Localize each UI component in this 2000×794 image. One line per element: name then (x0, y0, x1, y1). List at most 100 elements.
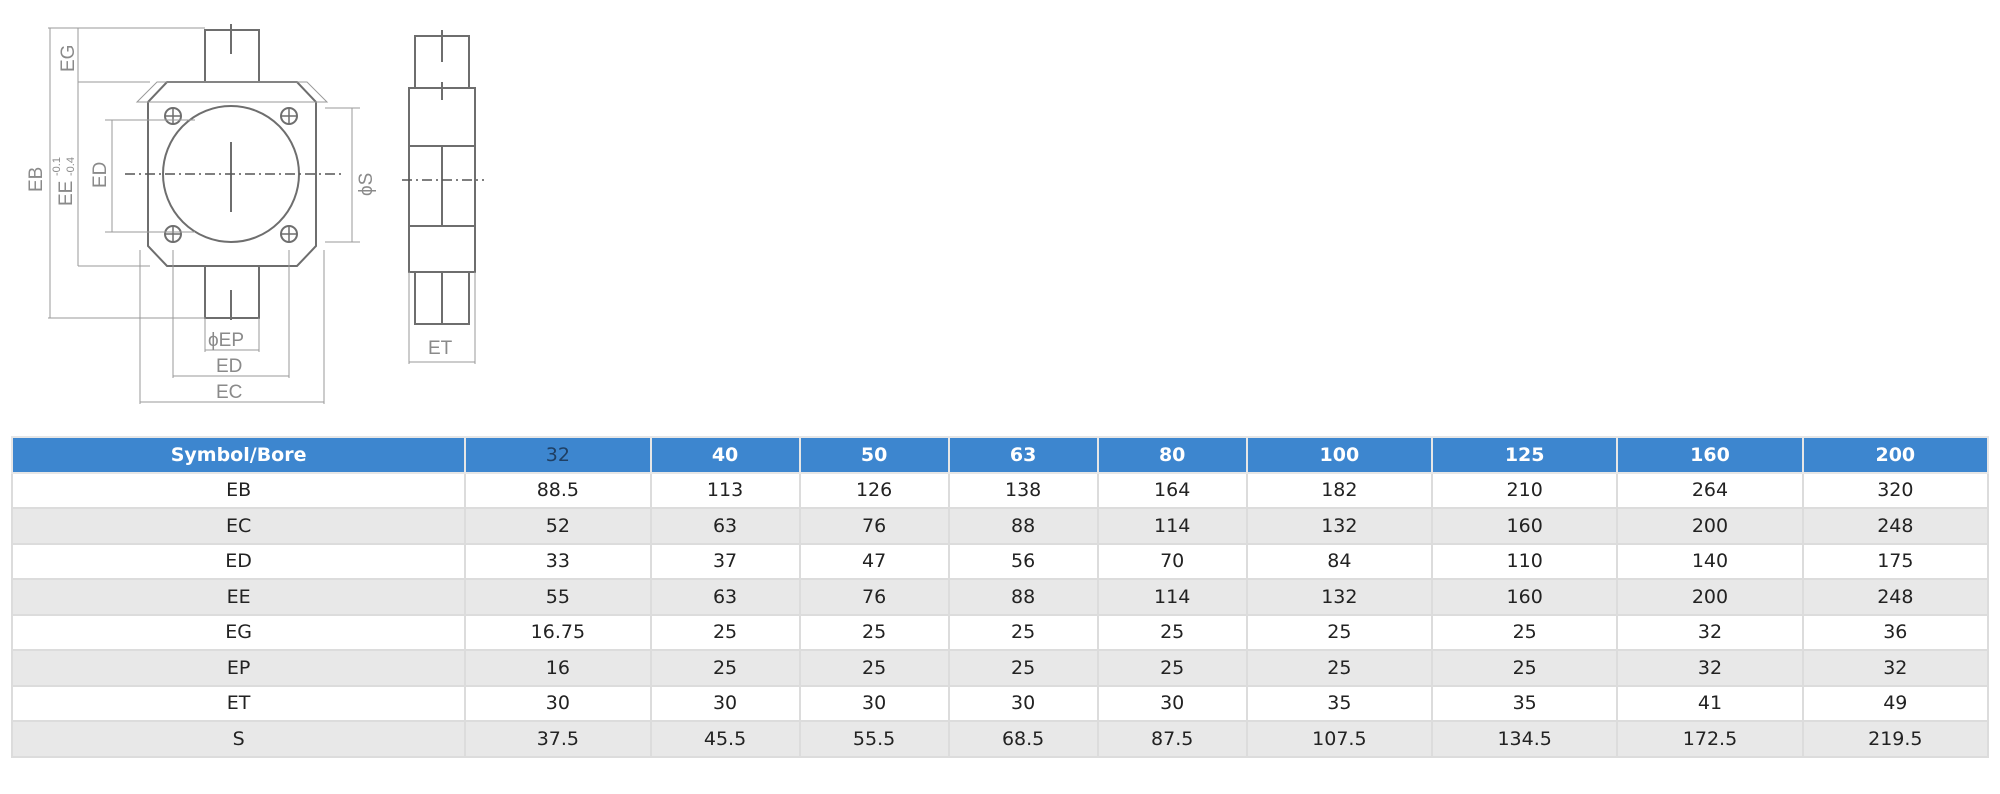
table-cell: 63 (649, 578, 801, 616)
header-bore: 32 (464, 436, 652, 474)
table-cell: 248 (1801, 507, 1990, 545)
table-cell: 164 (1096, 471, 1248, 509)
table-cell: 87.5 (1096, 720, 1248, 758)
table-cell: 49 (1801, 684, 1990, 722)
table-cell: 107.5 (1245, 720, 1434, 758)
label-ee: EE (56, 181, 77, 206)
table-cell: 52 (464, 507, 652, 545)
table-cell: 55.5 (798, 720, 950, 758)
header-bore: 50 (798, 436, 950, 474)
table-cell: 30 (464, 684, 652, 722)
table-row: ET 30 30 30 30 30 35 35 41 49 (10, 684, 1990, 722)
table-cell: 88 (947, 507, 1099, 545)
table-cell: 113 (649, 471, 801, 509)
table-cell: 114 (1096, 507, 1248, 545)
row-symbol: EP (10, 649, 467, 687)
table-cell: 132 (1245, 578, 1434, 616)
table-cell: 30 (649, 684, 801, 722)
table-row: EB 88.5 113 126 138 164 182 210 264 320 (10, 471, 1990, 509)
label-ee-tol-lower: -0.4 (65, 157, 77, 176)
table-cell: 32 (1616, 613, 1804, 651)
table-cell: 16 (464, 649, 652, 687)
table-cell: 25 (1245, 613, 1434, 651)
table-cell: 30 (1096, 684, 1248, 722)
table-cell: 200 (1616, 507, 1804, 545)
row-symbol: EC (10, 507, 467, 545)
table-cell: 248 (1801, 578, 1990, 616)
label-et: ET (428, 338, 453, 359)
table-row: EC 52 63 76 88 114 132 160 200 248 (10, 507, 1990, 545)
label-s: ϕS (356, 173, 377, 196)
table-cell: 35 (1245, 684, 1434, 722)
front-view-labels: EG EB EE -0.1 -0.4 ED ϕS ϕEP ED EC (26, 45, 377, 403)
table-cell: 25 (1096, 613, 1248, 651)
table-cell: 88.5 (464, 471, 652, 509)
label-ee-tol-upper: -0.1 (51, 157, 63, 176)
table-cell: 160 (1431, 507, 1619, 545)
header-bore: 125 (1431, 436, 1619, 474)
table-cell: 138 (947, 471, 1099, 509)
table-cell: 30 (947, 684, 1099, 722)
table-cell: 88 (947, 578, 1099, 616)
row-symbol: EE (10, 578, 467, 616)
table-cell: 210 (1431, 471, 1619, 509)
table-row: S 37.5 45.5 55.5 68.5 87.5 107.5 134.5 1… (10, 720, 1990, 758)
label-ep: ϕEP (208, 330, 244, 351)
row-symbol: ED (10, 542, 467, 580)
table-cell: 200 (1616, 578, 1804, 616)
table-header-row: Symbol/Bore 32 40 50 63 80 100 125 160 2… (10, 436, 1990, 474)
table-row: EG 16.75 25 25 25 25 25 25 32 36 (10, 613, 1990, 651)
table-cell: 25 (1431, 613, 1619, 651)
row-symbol: EB (10, 471, 467, 509)
table-cell: 33 (464, 542, 652, 580)
table-cell: 76 (798, 507, 950, 545)
label-ec: EC (216, 382, 242, 403)
row-symbol: EG (10, 613, 467, 651)
dimension-drawing: EG EB EE -0.1 -0.4 ED ϕS ϕEP ED EC ET (26, 24, 484, 404)
row-symbol: S (10, 720, 467, 758)
header-symbol-bore: Symbol/Bore (10, 436, 467, 474)
table-cell: 25 (947, 613, 1099, 651)
table-row: ED 33 37 47 56 70 84 110 140 175 (10, 542, 1990, 580)
table-cell: 264 (1616, 471, 1804, 509)
label-ed-vertical: ED (90, 162, 111, 188)
table-cell: 25 (947, 649, 1099, 687)
table-cell: 47 (798, 542, 950, 580)
table-cell: 320 (1801, 471, 1990, 509)
dimension-table: Symbol/Bore 32 40 50 63 80 100 125 160 2… (10, 436, 1990, 758)
table-cell: 110 (1431, 542, 1619, 580)
table-cell: 36 (1801, 613, 1990, 651)
table-cell: 182 (1245, 471, 1434, 509)
label-ed-horizontal: ED (216, 356, 242, 377)
table-cell: 134.5 (1431, 720, 1619, 758)
table-cell: 126 (798, 471, 950, 509)
table-cell: 172.5 (1616, 720, 1804, 758)
table-cell: 70 (1096, 542, 1248, 580)
table-row: EP 16 25 25 25 25 25 25 32 32 (10, 649, 1990, 687)
table-cell: 114 (1096, 578, 1248, 616)
table-cell: 56 (947, 542, 1099, 580)
table-cell: 25 (798, 649, 950, 687)
table-cell: 63 (649, 507, 801, 545)
header-bore: 160 (1616, 436, 1804, 474)
table-cell: 140 (1616, 542, 1804, 580)
table-cell: 25 (649, 649, 801, 687)
header-bore: 63 (947, 436, 1099, 474)
table-cell: 32 (1801, 649, 1990, 687)
table-cell: 55 (464, 578, 652, 616)
table-cell: 25 (798, 613, 950, 651)
table-cell: 68.5 (947, 720, 1099, 758)
table-cell: 35 (1431, 684, 1619, 722)
table-cell: 25 (1245, 649, 1434, 687)
table-cell: 132 (1245, 507, 1434, 545)
row-symbol: ET (10, 684, 467, 722)
table-row: EE 55 63 76 88 114 132 160 200 248 (10, 578, 1990, 616)
table-cell: 25 (1431, 649, 1619, 687)
header-bore: 100 (1245, 436, 1434, 474)
table-cell: 16.75 (464, 613, 652, 651)
label-eg: EG (58, 45, 79, 72)
table-cell: 84 (1245, 542, 1434, 580)
header-bore: 40 (649, 436, 801, 474)
table-cell: 37 (649, 542, 801, 580)
table-cell: 76 (798, 578, 950, 616)
